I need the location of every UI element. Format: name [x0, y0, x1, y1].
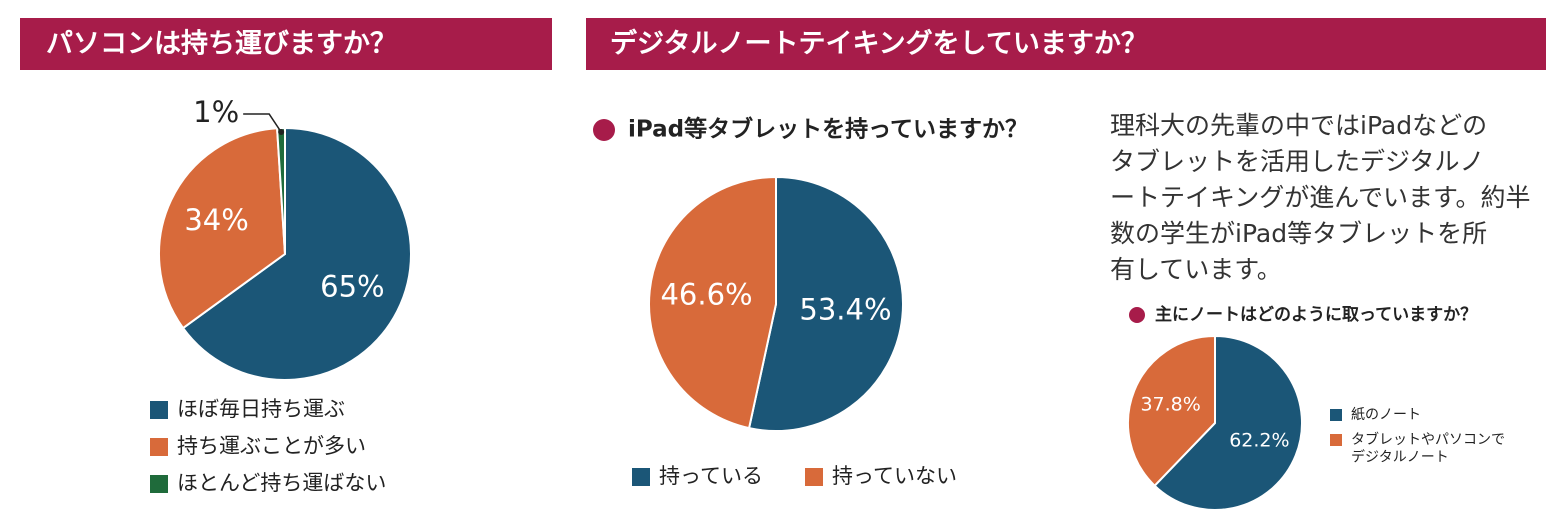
paragraph-line: 数の学生がiPad等タブレットを所 [1110, 219, 1487, 248]
legend-swatch [805, 468, 823, 486]
legend-label: 持ち運ぶことが多い [177, 434, 366, 458]
header-band [586, 18, 1546, 70]
pie-slice [158, 127, 287, 330]
data-label: 34% [184, 203, 248, 237]
paragraph-line: タブレットを活用したデジタルノ [1110, 147, 1485, 176]
pie-slice [648, 175, 777, 430]
pie-slice [1153, 334, 1303, 511]
data-label: 65% [320, 269, 384, 303]
header-band [20, 18, 552, 70]
pie-slice [181, 126, 412, 381]
legend-swatch [150, 438, 168, 456]
pie-slice [747, 175, 904, 432]
header-title: デジタルノートテイキングをしていますか？ [610, 28, 1148, 60]
legend-label: ほぼ毎日持ち運ぶ [177, 397, 345, 421]
data-label: 53.4% [799, 292, 891, 326]
legend-label: タブレットやパソコンでデジタルノート [1351, 431, 1505, 466]
legend-swatch [1330, 434, 1342, 446]
paragraph-line: 有しています。 [1110, 255, 1282, 284]
legend-swatch [150, 475, 168, 493]
legend-swatch [632, 468, 650, 486]
legend-swatch [1330, 409, 1342, 421]
legend-label: 紙のノート [1351, 407, 1421, 423]
title-bullet [593, 119, 615, 141]
chart-title: 主にノートはどのように取っていますか？ [1155, 304, 1477, 325]
data-label: 62.2% [1229, 429, 1289, 451]
legend-swatch [150, 401, 168, 419]
chart-title: iPad等タブレットを持っていますか？ [628, 116, 1028, 143]
paragraph-line: ートテイキングが進んでいます。約半 [1110, 183, 1531, 212]
pie-slice [1127, 334, 1216, 488]
title-bullet [1129, 307, 1145, 323]
pie-slice [276, 126, 286, 255]
header-title: パソコンは持ち運びますか？ [46, 29, 397, 60]
legend-label: 持っている [659, 464, 763, 488]
data-label: 46.6% [660, 278, 752, 312]
leader-line [243, 113, 282, 133]
legend-label: ほとんど持ち運ばない [177, 471, 386, 495]
legend-label: 持っていない [832, 464, 957, 488]
paragraph-line: 理科大の先輩の中ではiPadなどの [1110, 111, 1487, 140]
data-label: 37.8% [1140, 394, 1200, 416]
data-label: 1% [193, 95, 239, 129]
